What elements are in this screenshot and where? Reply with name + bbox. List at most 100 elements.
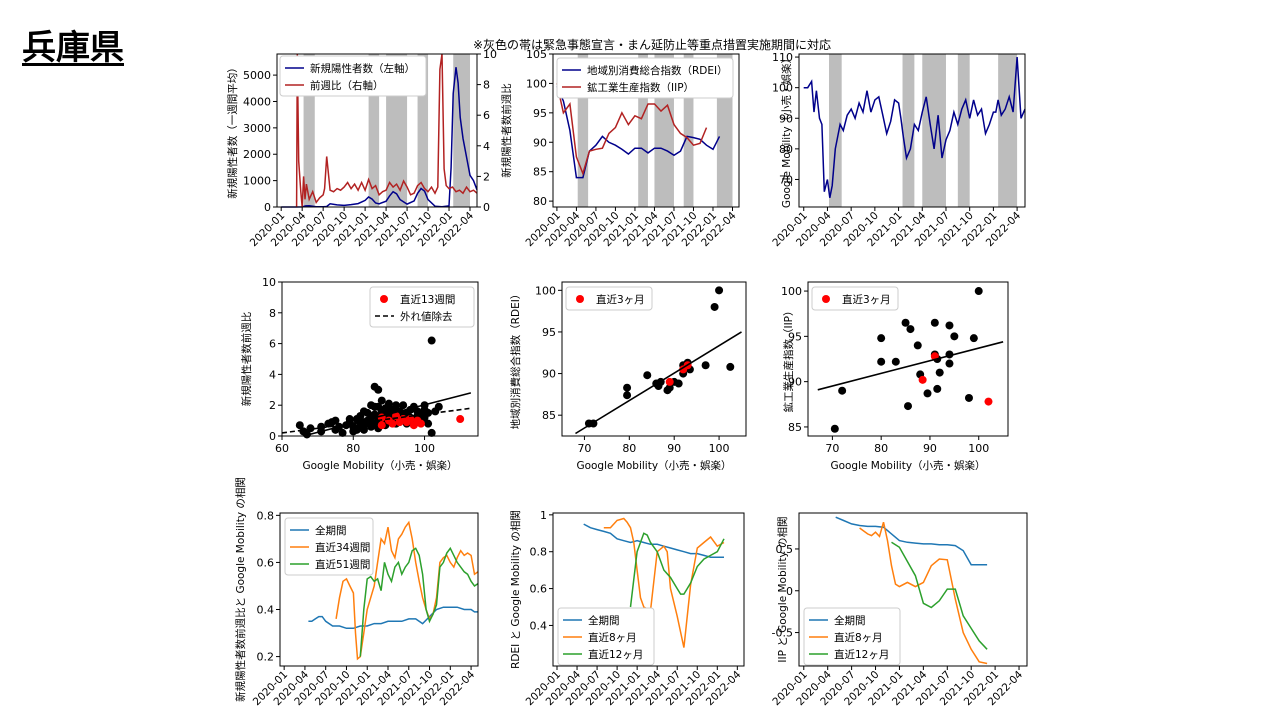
fit-line <box>575 331 742 435</box>
tick-label: 6 <box>483 109 490 122</box>
tick-label: 85 <box>533 166 547 179</box>
data-point <box>359 425 368 434</box>
tick-label: -0.5 <box>772 627 793 640</box>
axis-title: 新規陽性者数前週比 <box>240 312 253 407</box>
tick-label: 90 <box>533 136 547 149</box>
series-long <box>359 546 479 657</box>
data-point <box>427 336 436 345</box>
axis-title: Google Mobility（小売・娯楽） <box>830 459 985 472</box>
tick-label: 8 <box>269 307 276 320</box>
tick-label: 10 <box>483 48 497 61</box>
tick-label: 0.4 <box>257 604 275 617</box>
data-point <box>623 391 632 400</box>
axis-title: 新規陽性者数前週比と Google Mobility の相関 <box>234 477 247 702</box>
legend-marker <box>822 295 830 303</box>
legend-label: 直近34週間 <box>315 541 370 554</box>
tick-label: 3000 <box>243 122 271 135</box>
tick-label: 0.2 <box>257 651 275 664</box>
tick-label: 1 <box>540 509 547 522</box>
shaded-period <box>922 54 946 207</box>
tick-label: 80 <box>622 442 636 455</box>
data-point <box>674 379 683 388</box>
axes-frame <box>561 281 747 437</box>
data-point <box>906 325 915 334</box>
legend-label: 直近8ヶ月 <box>834 631 883 644</box>
axes-frame <box>798 53 1026 208</box>
shaded-period <box>303 54 315 207</box>
data-point <box>317 422 326 431</box>
axes-frame <box>552 53 740 208</box>
legend-box <box>557 607 655 666</box>
axis-title: 新規陽性者数（一週間平均） <box>226 62 239 199</box>
axis-title: Google Mobility（小売・娯楽） <box>780 53 793 208</box>
tick-label: 100 <box>526 77 547 90</box>
data-point <box>950 332 959 341</box>
tick-label: 10 <box>262 276 276 289</box>
legend-label: 前週比（右軸） <box>310 79 384 92</box>
data-point <box>877 357 886 366</box>
data-point <box>964 393 973 402</box>
tick-label: 90 <box>667 442 681 455</box>
data-point <box>945 359 954 368</box>
legend-label: 新規陽性者数（左軸） <box>310 62 415 75</box>
legend-box <box>284 517 374 576</box>
legend-box <box>803 607 901 666</box>
legend-label: 全期間 <box>588 614 620 627</box>
data-point <box>701 361 710 370</box>
recent-data-point <box>377 421 386 430</box>
data-point <box>384 399 393 408</box>
tick-label: 6 <box>269 338 276 351</box>
tick-label: 70 <box>577 442 591 455</box>
tick-label: 100 <box>968 442 989 455</box>
axes-frame <box>807 281 1009 437</box>
tick-label: 0 <box>269 430 276 443</box>
data-point <box>420 405 429 414</box>
recent-data-point <box>399 415 408 424</box>
axes-frame <box>552 512 745 667</box>
series-short <box>859 521 988 665</box>
tick-label: 95 <box>542 326 556 339</box>
shaded-period <box>368 54 380 207</box>
shaded-period <box>638 54 648 207</box>
data-point <box>295 421 304 430</box>
series-all <box>835 516 988 566</box>
shaded-period <box>417 54 429 207</box>
recent-data-point <box>406 415 415 424</box>
legend-box <box>369 286 475 328</box>
axis-title: 鉱工業生産指数（IIP） <box>782 305 795 412</box>
recent-data-point <box>388 419 397 428</box>
tick-label: 0 <box>786 585 793 598</box>
data-point <box>715 286 724 295</box>
legend-label: 直近8ヶ月 <box>588 631 637 644</box>
data-point <box>434 402 443 411</box>
tick-label: 4000 <box>243 95 271 108</box>
series-iip <box>556 83 708 176</box>
data-point <box>830 424 839 433</box>
legend-box <box>811 286 899 311</box>
data-point <box>374 402 383 411</box>
tick-label: 70 <box>825 442 839 455</box>
data-point <box>969 334 978 343</box>
tick-label: 100 <box>414 442 435 455</box>
tick-label: 100 <box>709 442 730 455</box>
tick-label: 4 <box>483 140 490 153</box>
data-point <box>345 415 354 424</box>
fit-line <box>303 392 472 437</box>
tick-label: 0.8 <box>530 546 548 559</box>
recent-data-point <box>918 375 927 384</box>
axis-title: RDEI と Google Mobility の相関 <box>509 510 522 669</box>
data-point <box>913 341 922 350</box>
tick-label: 80 <box>533 195 547 208</box>
data-point <box>838 386 847 395</box>
data-point <box>331 416 340 425</box>
page-title: 兵庫県 <box>22 28 124 68</box>
legend-box <box>279 55 427 97</box>
legend-label: 鉱工業生産指数（IIP） <box>587 81 694 94</box>
data-point <box>901 318 910 327</box>
legend-marker <box>576 295 584 303</box>
tick-label: 5000 <box>243 69 271 82</box>
data-point <box>710 302 719 311</box>
tick-label: 90 <box>923 442 937 455</box>
tick-label: 4 <box>269 368 276 381</box>
